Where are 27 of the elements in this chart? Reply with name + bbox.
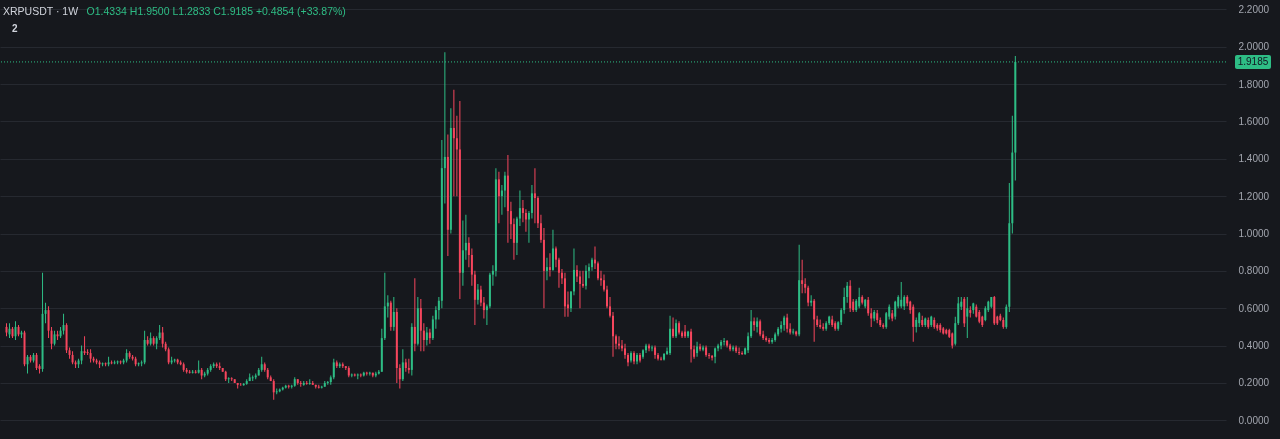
y-tick-label: 1.4000 <box>1238 153 1270 165</box>
y-tick-label: 0.2000 <box>1238 377 1270 389</box>
candlestick <box>618 336 620 350</box>
y-tick-label: 1.6000 <box>1238 115 1270 127</box>
candlestick <box>639 353 642 363</box>
y-tick-label: 0.4000 <box>1238 340 1270 352</box>
candlestick <box>630 351 633 363</box>
candlestick <box>642 349 645 359</box>
candlestick <box>624 343 627 359</box>
y-tick-label: 0.6000 <box>1238 302 1270 314</box>
candlestick <box>636 353 639 365</box>
candlestick <box>581 270 584 288</box>
y-tick-label: 0.8000 <box>1238 265 1270 277</box>
text: O1.4334 H1.9500 L1.2833 C1.9185 +0.4854 (+33.87%) <box>86 5 346 17</box>
annotation: 2 <box>12 23 18 34</box>
candlestick <box>452 89 455 197</box>
ref-line-label: 1.9185 <box>1237 55 1269 67</box>
candlestick <box>584 265 587 290</box>
y-tick-label: 2.2000 <box>1238 3 1270 15</box>
y-tick-label: 1.0000 <box>1238 228 1270 240</box>
y-tick-label: 1.8000 <box>1238 78 1270 90</box>
y-tick-label: 2.0000 <box>1238 41 1270 53</box>
candlestick <box>633 351 636 365</box>
text: XRPUSDT · 1W <box>3 5 79 17</box>
y-tick-label: 0.0000 <box>1238 414 1270 426</box>
candlestick <box>612 311 614 357</box>
y-tick-label: 1.2000 <box>1238 190 1270 202</box>
